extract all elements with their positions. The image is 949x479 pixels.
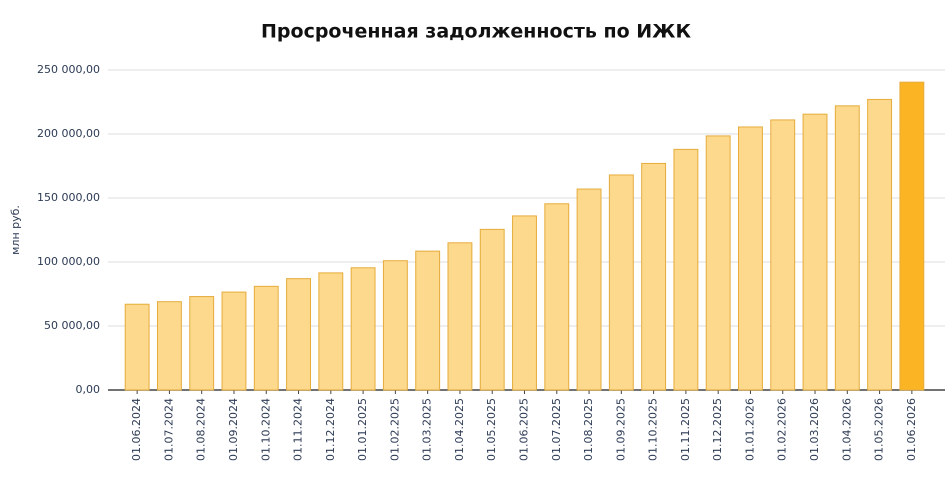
x-tick-label: 01.12.2024 — [324, 398, 337, 461]
x-tick-label: 01.01.2025 — [356, 398, 369, 461]
bar — [673, 148, 699, 391]
x-tick-label: 01.06.2026 — [905, 398, 918, 461]
bar — [156, 301, 182, 391]
bar — [770, 119, 796, 391]
x-tick-label: 01.09.2025 — [614, 398, 627, 461]
bar — [544, 203, 570, 391]
x-tick-label: 01.03.2025 — [421, 398, 434, 461]
x-tick-label: 01.03.2026 — [808, 398, 821, 461]
x-tick-label: 01.10.2025 — [647, 398, 660, 461]
bar — [608, 174, 634, 391]
x-tick-label: 01.07.2024 — [162, 398, 175, 461]
x-tick-label: 01.04.2026 — [840, 398, 853, 461]
bar — [286, 278, 311, 391]
bar — [479, 228, 505, 391]
y-axis-label: млн руб. — [9, 205, 22, 255]
y-tick-label: 50 000,00 — [44, 319, 100, 332]
chart-title: Просроченная задолженность по ИЖК — [261, 21, 691, 43]
y-tick-label: 200 000,00 — [37, 127, 100, 140]
bar — [382, 260, 408, 391]
bar — [189, 296, 215, 391]
bar — [899, 81, 925, 391]
bar — [641, 162, 667, 391]
y-tick-label: 150 000,00 — [37, 191, 100, 204]
bar — [576, 188, 602, 391]
bar — [318, 272, 344, 391]
bar — [447, 242, 473, 391]
bar — [512, 215, 537, 391]
bar — [834, 105, 860, 391]
x-tick-label: 01.02.2025 — [388, 398, 401, 461]
y-tick-label: 250 000,00 — [37, 63, 100, 76]
bar — [253, 285, 279, 391]
y-tick-label: 0,00 — [76, 383, 101, 396]
bar — [415, 250, 441, 391]
bar — [350, 267, 376, 391]
bar — [738, 126, 763, 391]
bar — [221, 291, 247, 391]
bar — [124, 303, 150, 391]
x-tick-label: 01.11.2024 — [292, 398, 305, 461]
x-tick-label: 01.10.2024 — [259, 398, 272, 461]
x-tick-label: 01.06.2025 — [518, 398, 531, 461]
bar — [705, 135, 731, 391]
x-tick-label: 01.12.2025 — [711, 398, 724, 461]
x-tick-label: 01.09.2024 — [227, 398, 240, 461]
x-tick-label: 01.08.2024 — [195, 398, 208, 461]
x-tick-label: 01.06.2024 — [130, 398, 143, 461]
x-tick-label: 01.07.2025 — [550, 398, 563, 461]
x-tick-label: 01.08.2025 — [582, 398, 595, 461]
x-tick-label: 01.05.2026 — [873, 398, 886, 461]
x-tick-label: 01.01.2026 — [743, 398, 756, 461]
bar — [867, 98, 893, 391]
bar — [802, 113, 828, 391]
x-tick-label: 01.04.2025 — [453, 398, 466, 461]
x-tick-label: 01.02.2026 — [776, 398, 789, 461]
y-tick-label: 100 000,00 — [37, 255, 100, 268]
x-tick-label: 01.11.2025 — [679, 398, 692, 461]
x-tick-label: 01.05.2025 — [485, 398, 498, 461]
